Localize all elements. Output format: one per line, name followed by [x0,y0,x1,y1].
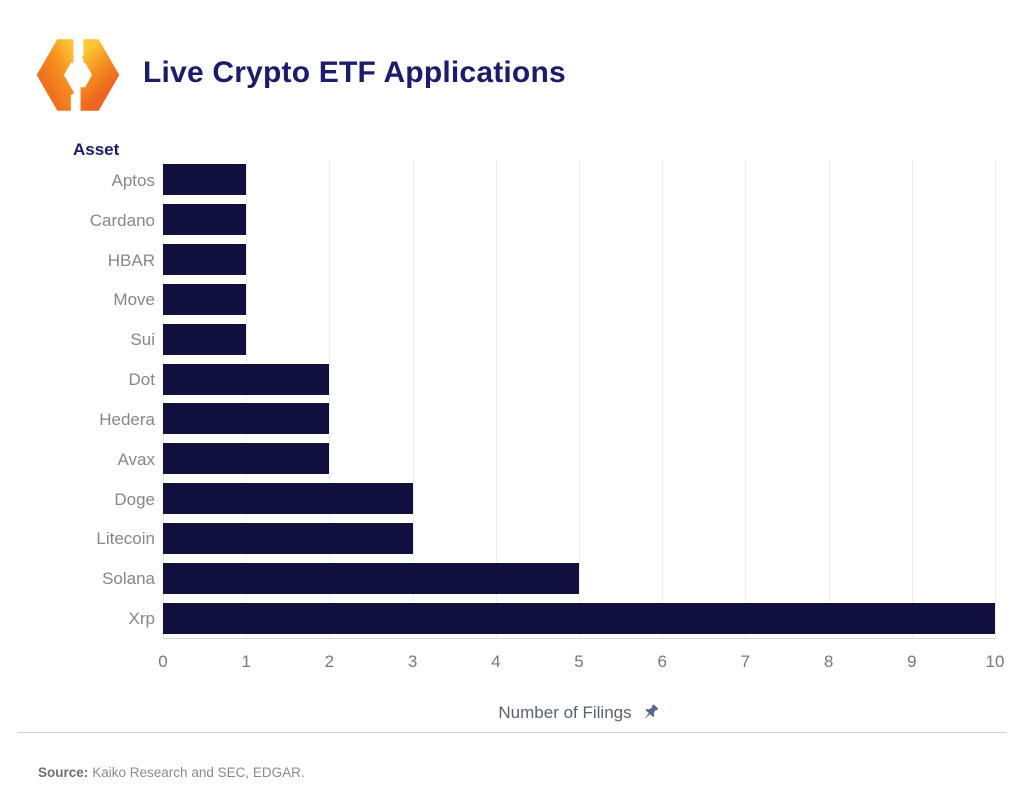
y-axis-label-aptos: Aptos [111,170,155,190]
gridline-1 [246,160,248,638]
footer-divider [18,732,1006,733]
y-axis-title: Asset [73,140,120,159]
bar-cardano [163,204,247,236]
gridline-9 [911,160,913,638]
x-axis-line [163,638,995,639]
pushpin-icon [644,704,658,720]
gridline-8 [828,160,830,638]
x-axis-tick-4: 4 [491,652,501,671]
x-axis-tick-10: 10 [985,652,1005,671]
y-axis-label-hedera: Hedera [99,409,155,429]
y-axis-label-dot: Dot [128,370,155,390]
y-axis-label-cardano: Cardano [89,210,155,230]
x-axis-tick-5: 5 [574,652,584,671]
x-axis-tick-0: 0 [158,652,168,671]
gridline-7 [745,160,747,638]
bar-move [163,283,247,315]
x-axis-title-label: Number of Filings [498,703,632,722]
bar-hedera [163,403,330,435]
x-axis-tick-3: 3 [407,652,418,671]
x-axis-tick-8: 8 [823,652,834,671]
y-axis-label-avax: Avax [117,449,156,469]
bar-litecoin [163,522,413,554]
bar-solana [163,562,579,594]
y-axis-label-hbar: HBAR [107,250,155,270]
x-axis-tick-2: 2 [324,652,335,671]
bar-xrp [163,602,995,634]
y-axis-label-doge: Doge [114,489,155,509]
bar-aptos [163,164,247,196]
source-label: Source: [38,765,89,780]
gridline-6 [662,160,664,638]
gridline-4 [495,160,497,638]
gridline-5 [579,160,580,638]
kaiko-logo [36,39,120,111]
bar-avax [163,443,330,475]
plot-area [163,160,996,639]
x-axis-title: Number of Filings [163,703,995,723]
source-text: Kaiko Research and SEC, EDGAR. [92,765,305,780]
y-axis-labels: Aptos Cardano HBAR Move Sui Dot Hedera Avax Doge… [20,160,155,638]
x-axis-tick-6: 6 [657,652,667,671]
x-axis-ticks: 0 1 2 3 4 5 6 7 8 9 10 [158,652,1004,674]
chart-title: Live Crypto ETF Applications [143,56,566,89]
bar-sui [163,323,247,355]
y-axis-label-move: Move [113,290,155,310]
gridline-3 [412,160,414,638]
x-axis-tick-7: 7 [740,652,751,671]
y-axis-label-solana: Solana [102,569,155,589]
bar-dot [163,363,330,395]
bar-hbar [163,244,247,276]
bar-doge [163,483,413,515]
y-axis-label-litecoin: Litecoin [96,529,155,549]
gridline-10 [995,160,996,638]
gridline-0 [163,160,164,638]
x-axis-tick-9: 9 [907,652,917,671]
gridline-2 [329,160,331,638]
y-axis-label-xrp: Xrp [128,609,155,629]
y-axis-label-sui: Sui [130,330,155,350]
x-axis-tick-1: 1 [241,652,251,671]
source-note: Source: Kaiko Research and SEC, EDGAR. [38,765,305,780]
